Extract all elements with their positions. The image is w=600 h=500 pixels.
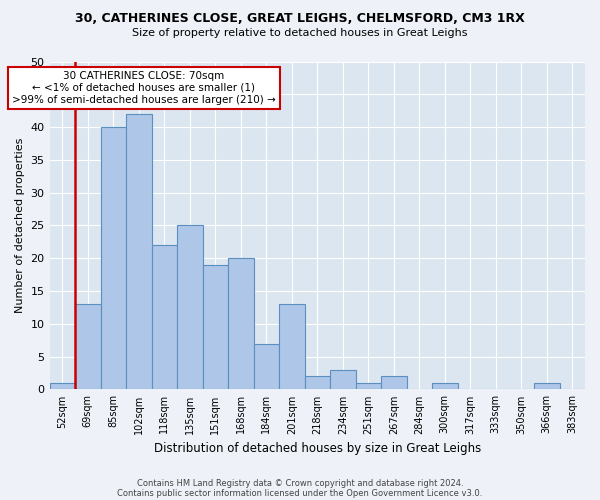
Bar [305,376,330,390]
Bar [203,265,228,390]
Bar [152,245,177,390]
Text: 30, CATHERINES CLOSE, GREAT LEIGHS, CHELMSFORD, CM3 1RX: 30, CATHERINES CLOSE, GREAT LEIGHS, CHEL… [75,12,525,26]
Bar [381,376,407,390]
Bar [228,258,254,390]
Bar [432,383,458,390]
Bar [126,114,152,390]
Text: Contains HM Land Registry data © Crown copyright and database right 2024.: Contains HM Land Registry data © Crown c… [137,478,463,488]
Text: 30 CATHERINES CLOSE: 70sqm
← <1% of detached houses are smaller (1)
>99% of semi: 30 CATHERINES CLOSE: 70sqm ← <1% of deta… [12,72,276,104]
Text: Size of property relative to detached houses in Great Leighs: Size of property relative to detached ho… [132,28,468,38]
Bar [50,383,75,390]
Bar [356,383,381,390]
Bar [75,304,101,390]
Bar [177,226,203,390]
Y-axis label: Number of detached properties: Number of detached properties [15,138,25,313]
Bar [279,304,305,390]
Bar [330,370,356,390]
Bar [101,127,126,390]
Bar [534,383,560,390]
X-axis label: Distribution of detached houses by size in Great Leighs: Distribution of detached houses by size … [154,442,481,455]
Bar [254,344,279,390]
Text: Contains public sector information licensed under the Open Government Licence v3: Contains public sector information licen… [118,488,482,498]
